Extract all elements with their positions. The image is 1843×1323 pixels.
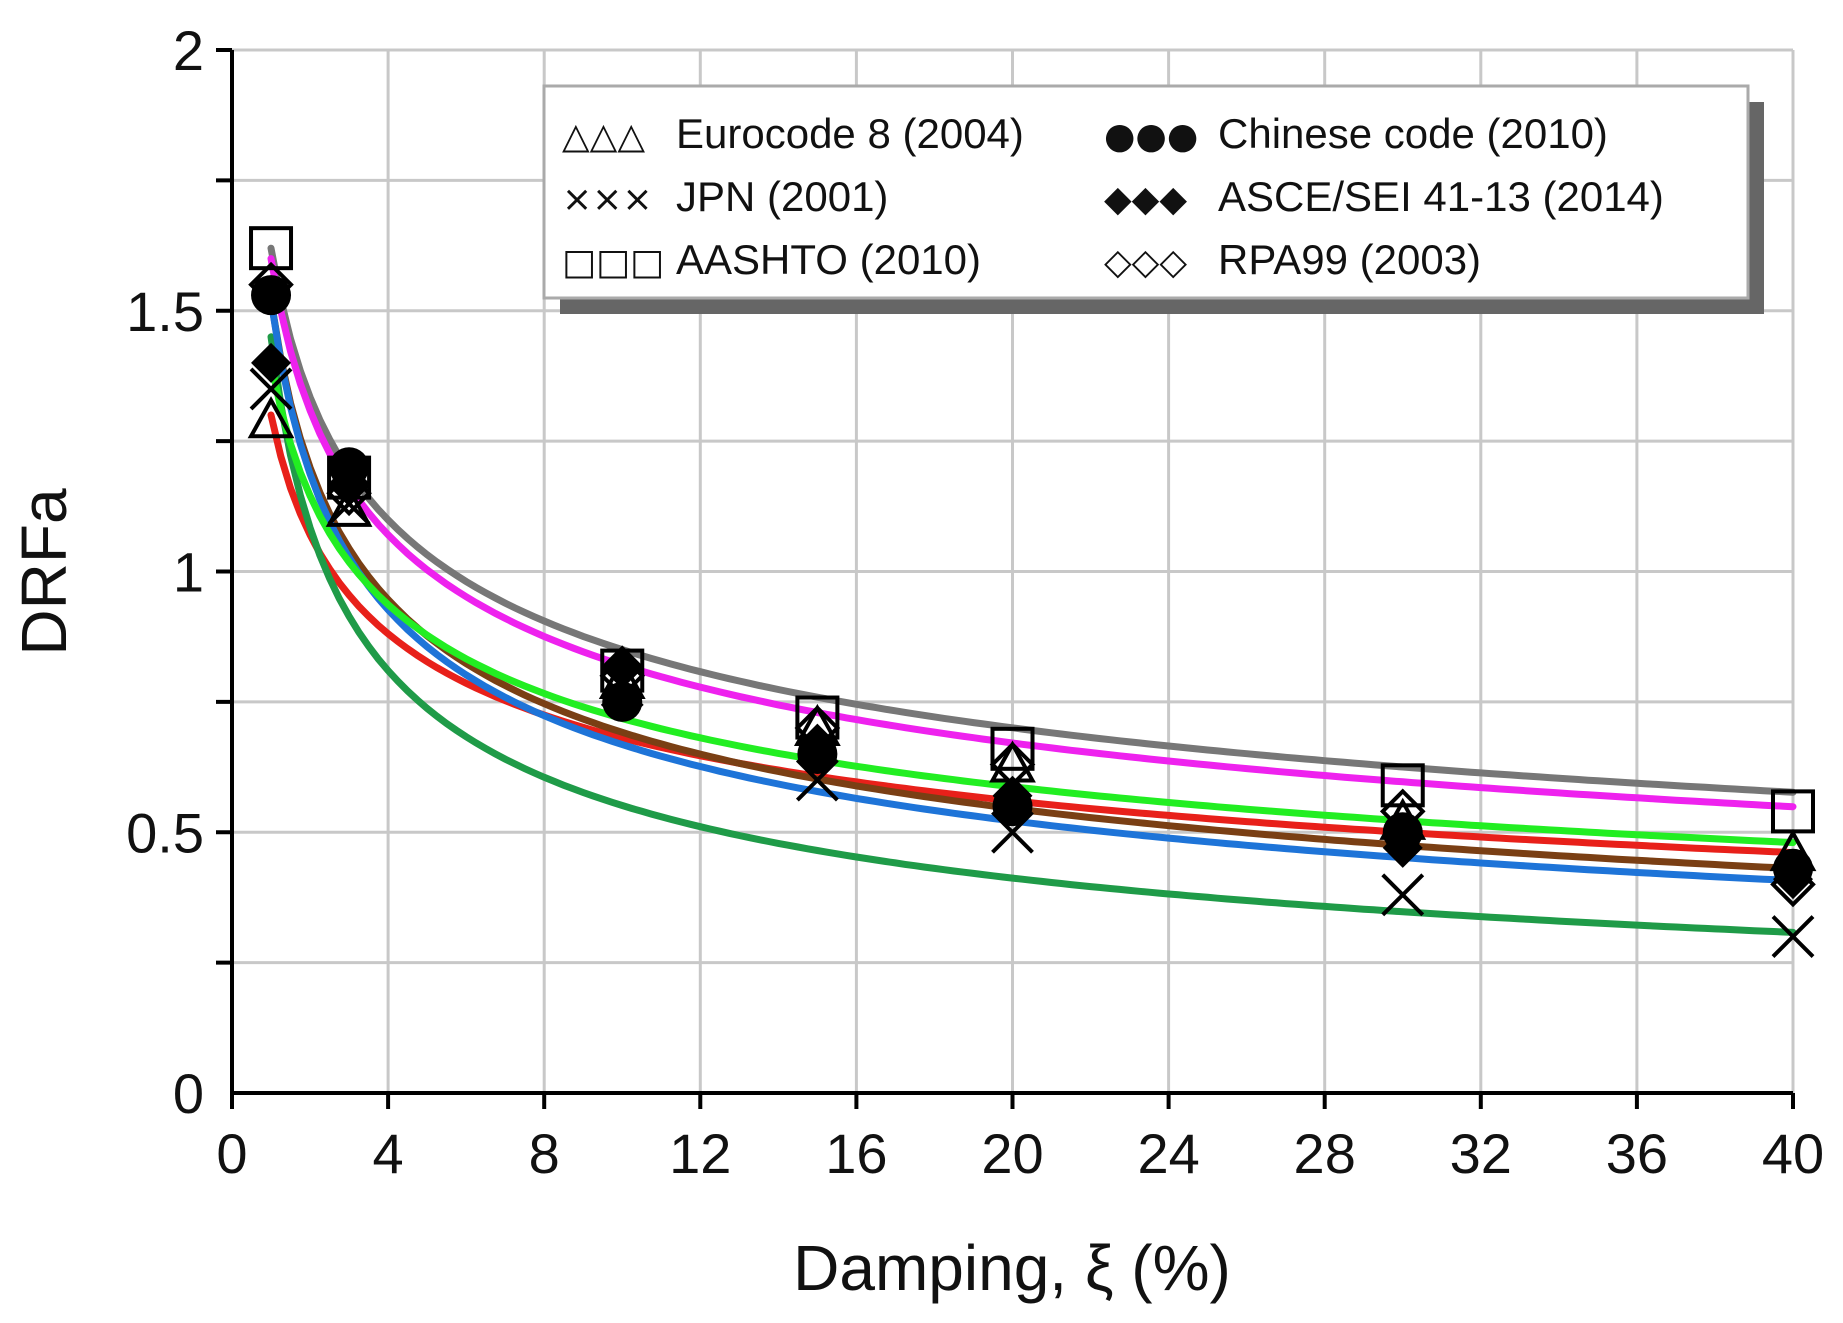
fit-curve-filled-diamond (267, 296, 1797, 885)
legend-entry: ××× JPN (2001) (562, 173, 888, 220)
marker-cross (991, 810, 1034, 854)
x-tick-label: 36 (1606, 1122, 1668, 1185)
legend: △△△ Eurocode 8 (2004) ●●● Chinese code (201… (542, 84, 1764, 314)
marker-diamond-open (248, 261, 294, 308)
marker-cross (327, 482, 371, 526)
marker-circle (251, 275, 292, 316)
x-tick-label: 24 (1137, 1122, 1199, 1185)
marker-diamond-filled (1773, 859, 1813, 900)
legend-entry: □□□ AASHTO (2010) (562, 236, 981, 283)
marker-triangle (325, 484, 373, 527)
y-tick-label: 0 (173, 1062, 204, 1125)
legend-box (542, 84, 1750, 300)
legend-label: AASHTO (2010) (676, 236, 981, 283)
fit-curve-open-diamond (267, 255, 1797, 811)
marker-diamond-filled (797, 723, 838, 764)
marker-square (600, 648, 645, 693)
marker-triangle (247, 396, 295, 439)
x-tick-label: 12 (669, 1122, 731, 1185)
marker-square (327, 455, 372, 500)
legend-entry: ◆◆◆ ASCE/SEI 41-13 (2014) (1104, 173, 1664, 220)
legend-entry: ●●● Chinese code (2010) (1104, 110, 1608, 157)
fit-curves (267, 244, 1797, 936)
fit-curve-filled-circle (267, 296, 1797, 872)
marker-cross (1771, 915, 1815, 958)
marker-diamond-filled (251, 342, 292, 383)
marker-diamond-open (989, 741, 1036, 788)
marker-diamond-open (794, 705, 841, 751)
marker-diamond-filled (992, 775, 1033, 816)
fit-curve-extra (267, 359, 1797, 846)
legend-symbol: ◆◆◆ (1104, 179, 1187, 220)
marker-cross (249, 367, 293, 411)
y-tick-labels: 0 0.5 1 1.5 2 (126, 19, 232, 1125)
marker-diamond-filled (329, 462, 370, 503)
x-tick-label: 8 (529, 1122, 560, 1185)
legend-symbol: ××× (562, 179, 653, 220)
marker-square (990, 726, 1035, 771)
marker-diamond-open (599, 652, 646, 699)
fit-curve-cross (267, 333, 1797, 936)
y-tick-label: 2 (173, 19, 204, 82)
legend-symbol: ◇◇◇ (1104, 242, 1187, 283)
legend-label: RPA99 (2003) (1218, 236, 1481, 283)
legend-label: ASCE/SEI 41-13 (2014) (1218, 173, 1664, 220)
data-markers (247, 226, 1817, 958)
marker-diamond-filled (602, 645, 643, 686)
marker-square (795, 695, 840, 740)
legend-symbol: □□□ (562, 242, 664, 283)
x-tick-labels: 0 4 8 12 16 20 24 28 32 36 40 (216, 1093, 1824, 1185)
x-tick-label: 4 (373, 1122, 404, 1185)
x-tick-label: 32 (1450, 1122, 1512, 1185)
y-tick-label: 1.5 (126, 280, 204, 343)
x-tick-label: 20 (981, 1122, 1043, 1185)
y-tick-label: 0.5 (126, 801, 204, 864)
legend-symbol: △△△ (562, 116, 645, 157)
marker-diamond-open (326, 470, 372, 517)
marker-square (1771, 789, 1815, 834)
fit-curve-open-square (267, 244, 1797, 796)
y-axis-title: DRFa (8, 488, 80, 656)
marker-diamond-filled (1382, 827, 1423, 868)
x-tick-label: 16 (825, 1122, 887, 1185)
legend-symbol: ●●● (1104, 116, 1198, 157)
legend-entry: ◇◇◇ RPA99 (2003) (1104, 236, 1481, 283)
legend-label: Eurocode 8 (2004) (676, 110, 1024, 157)
y-tick-label: 1 (173, 541, 204, 604)
legend-label: Chinese code (2010) (1218, 110, 1608, 157)
x-tick-label: 40 (1762, 1122, 1824, 1185)
marker-square (249, 226, 294, 271)
legend-label: JPN (2001) (676, 173, 888, 220)
x-axis-title: Damping, ξ (%) (793, 1232, 1231, 1304)
x-tick-label: 28 (1294, 1122, 1356, 1185)
marker-cross (1381, 873, 1425, 917)
marker-diamond-open (1379, 788, 1426, 835)
x-tick-label: 0 (216, 1122, 247, 1185)
marker-cross (600, 664, 644, 708)
marker-diamond-open (1770, 861, 1816, 908)
legend-entry: △△△ Eurocode 8 (2004) (562, 110, 1024, 157)
marker-square (1380, 763, 1425, 808)
marker-cross (795, 758, 839, 802)
